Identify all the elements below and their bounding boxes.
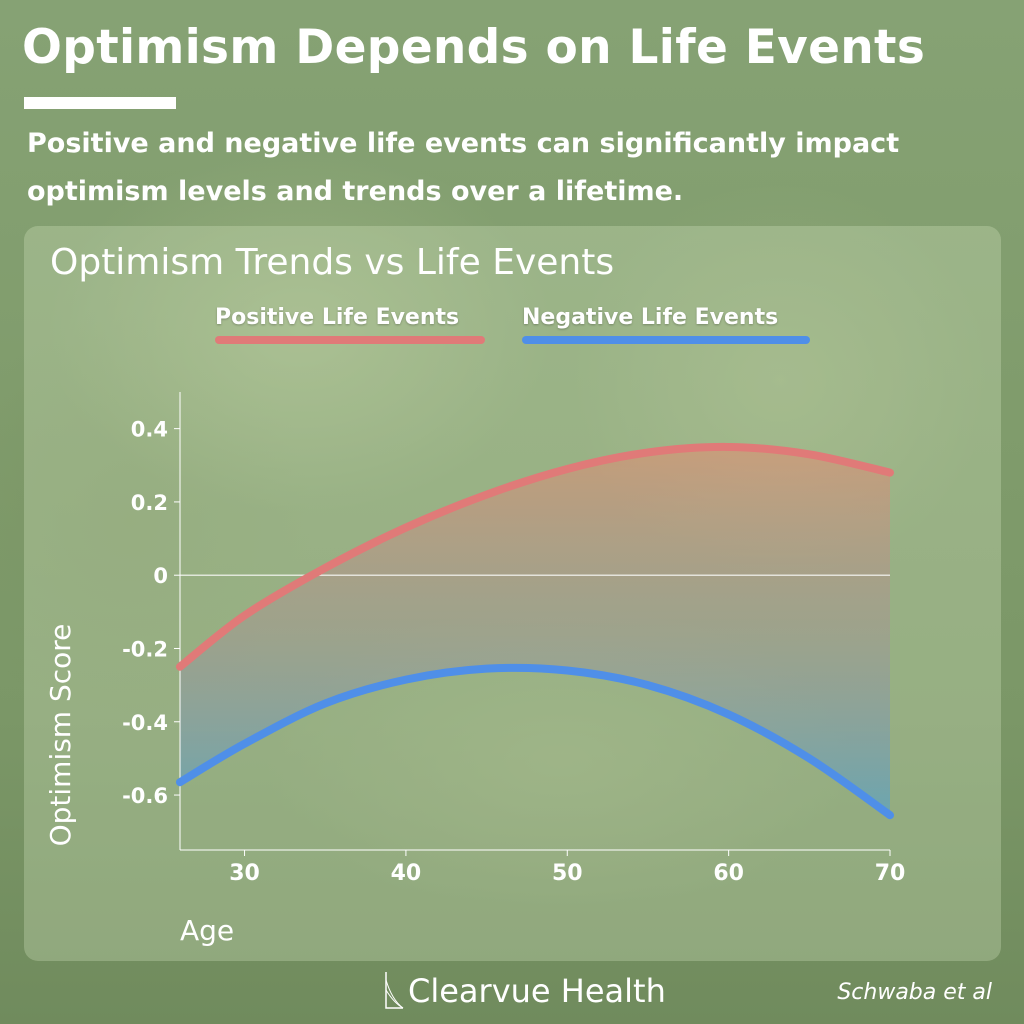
x-tick-label: 30 xyxy=(229,861,260,886)
legend-label-positive: Positive Life Events xyxy=(215,305,460,330)
axis-layer xyxy=(174,392,891,856)
y-tick-label: 0.4 xyxy=(131,418,168,442)
legend-label-negative: Negative Life Events xyxy=(522,305,779,330)
y-tick-label: 0 xyxy=(153,564,168,588)
x-tick-label: 70 xyxy=(875,861,906,886)
brand-logo: Clearvue Health xyxy=(384,970,666,1010)
y-tick-label: 0.2 xyxy=(131,491,168,515)
x-axis-label: Age xyxy=(180,914,234,947)
legend-item-positive: Positive Life Events xyxy=(215,305,485,344)
source-credit: Schwaba et al xyxy=(837,980,992,1005)
series-line-negative xyxy=(176,663,894,820)
x-tick-label: 60 xyxy=(713,861,744,886)
y-tick-label: -0.2 xyxy=(122,637,168,661)
brand-mark-icon xyxy=(385,972,404,1009)
legend-swatch-positive xyxy=(215,336,485,344)
x-tick-label: 50 xyxy=(552,861,583,886)
page-subtitle: Positive and negative life events can si… xyxy=(27,128,900,207)
tick-label-layer: 0.4 0.2 0 -0.2 -0.4 -0.6 30 40 50 60 70 Age Optimism… xyxy=(44,418,905,947)
y-tick-label: -0.4 xyxy=(122,711,168,735)
legend-item-negative: Negative Life Events xyxy=(522,305,810,344)
legend-swatch-negative xyxy=(522,336,810,344)
series-layer xyxy=(176,442,894,820)
y-tick-label: -0.6 xyxy=(122,784,168,808)
y-axis-label: Optimism Score xyxy=(44,624,77,847)
brand-name: Clearvue Health xyxy=(408,972,666,1010)
chart-title: Optimism Trends vs Life Events xyxy=(50,242,615,283)
title-underline xyxy=(24,97,176,109)
shaded-band xyxy=(180,446,890,816)
shaded-band-layer xyxy=(180,446,890,816)
series-line-positive xyxy=(176,442,894,671)
x-tick-label: 40 xyxy=(391,861,422,886)
page-title: Optimism Depends on Life Events xyxy=(22,20,926,75)
